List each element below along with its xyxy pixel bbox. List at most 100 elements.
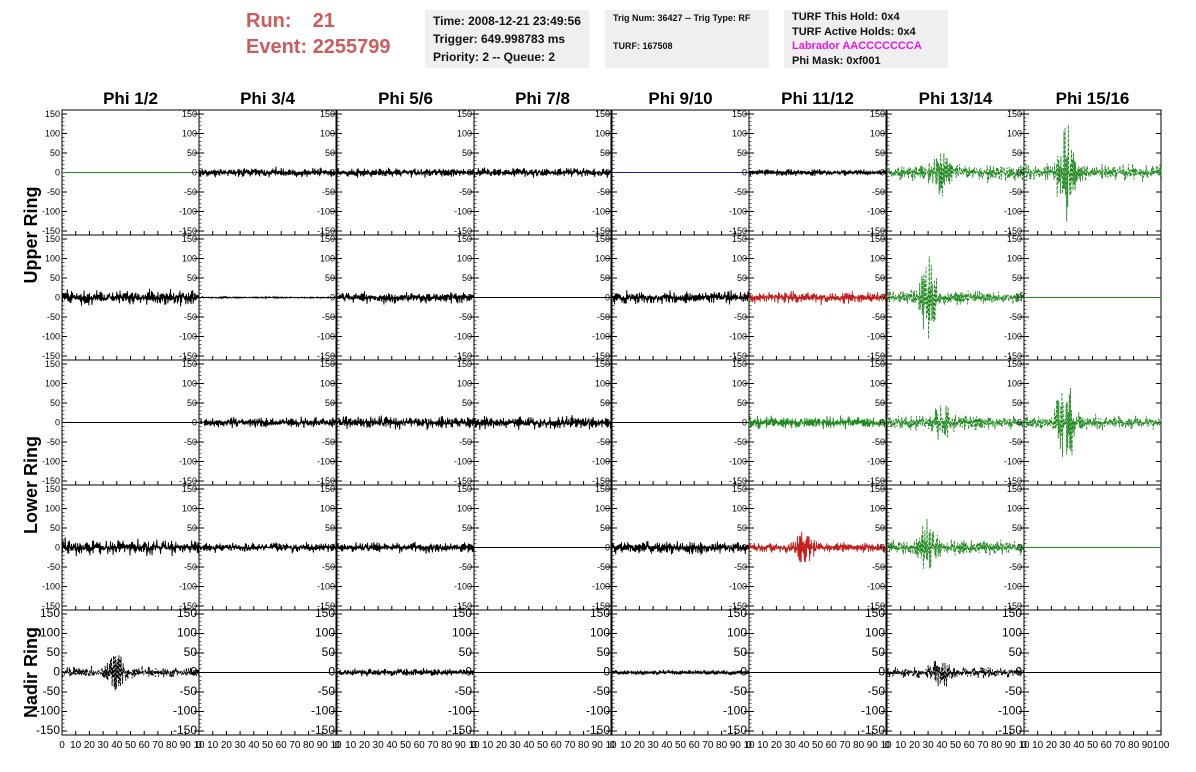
x-tick-label: 20 bbox=[496, 740, 508, 751]
y-tick-label: 0 bbox=[878, 665, 885, 679]
x-tick-label: 60 bbox=[1101, 740, 1113, 751]
y-tick-label: -100 bbox=[861, 704, 885, 718]
waveform-trace bbox=[886, 660, 1025, 687]
turf-info-panel: TURF This Hold: 0x4 TURF Active Holds: 0… bbox=[784, 10, 948, 68]
y-tick-label: -100 bbox=[179, 207, 197, 217]
y-tick-label: -50 bbox=[872, 187, 885, 197]
y-tick-label: -100 bbox=[1004, 332, 1022, 342]
y-tick-label: -50 bbox=[322, 187, 335, 197]
y-tick-label: -100 bbox=[42, 207, 60, 217]
event-row: Event: 2255799 bbox=[246, 34, 391, 60]
y-tick-label: 0 bbox=[190, 665, 197, 679]
y-tick-label: 150 bbox=[595, 234, 610, 244]
y-tick-label: 150 bbox=[452, 606, 472, 620]
x-tick-label: 80 bbox=[1128, 740, 1140, 751]
column-header: Phi 3/4 bbox=[240, 89, 295, 108]
y-tick-label: -100 bbox=[998, 704, 1022, 718]
x-tick-label: 0 bbox=[884, 740, 890, 751]
event-label: Event: bbox=[246, 36, 308, 58]
y-tick-label: 150 bbox=[182, 109, 197, 119]
y-tick-label: -150 bbox=[317, 351, 335, 361]
y-tick-label: 0 bbox=[55, 293, 60, 303]
y-tick-label: -150 bbox=[173, 723, 197, 737]
y-tick-label: 100 bbox=[732, 504, 747, 514]
y-tick-label: -100 bbox=[179, 332, 197, 342]
y-tick-label: -50 bbox=[597, 312, 610, 322]
run-label: Run: bbox=[246, 10, 292, 32]
y-tick-label: -50 bbox=[597, 437, 610, 447]
y-tick-label: -100 bbox=[42, 332, 60, 342]
y-tick-label: 150 bbox=[182, 484, 197, 494]
y-tick-label: -50 bbox=[1009, 562, 1022, 572]
y-tick-label: 50 bbox=[1009, 645, 1023, 659]
y-tick-label: 0 bbox=[605, 418, 610, 428]
y-tick-label: 100 bbox=[182, 254, 197, 264]
y-tick-label: 150 bbox=[40, 606, 60, 620]
y-tick-label: -100 bbox=[592, 582, 610, 592]
x-tick-label: 40 bbox=[523, 740, 535, 751]
x-tick-label: 70 bbox=[1114, 740, 1126, 751]
y-tick-label: 100 bbox=[1007, 504, 1022, 514]
y-tick-label: -100 bbox=[723, 704, 747, 718]
y-tick-label: 50 bbox=[47, 645, 61, 659]
y-tick-label: 50 bbox=[462, 148, 472, 158]
x-tick-label: 80 bbox=[303, 740, 315, 751]
x-tick-label: 30 bbox=[235, 740, 247, 751]
y-tick-label: -150 bbox=[867, 226, 885, 236]
x-tick-label: 60 bbox=[964, 740, 976, 751]
waveform-trace bbox=[336, 167, 475, 178]
y-tick-label: -150 bbox=[311, 723, 335, 737]
y-tick-label: 150 bbox=[595, 484, 610, 494]
x-tick-label: 30 bbox=[98, 740, 110, 751]
x-tick-label: 80 bbox=[991, 740, 1003, 751]
y-tick-label: 100 bbox=[727, 626, 747, 640]
y-tick-label: 50 bbox=[462, 523, 472, 533]
time-info-panel: Time: 2008-12-21 23:49:56 Trigger: 649.9… bbox=[425, 10, 589, 68]
y-tick-label: -50 bbox=[184, 187, 197, 197]
time-text: Time: 2008-12-21 23:49:56 bbox=[433, 14, 581, 28]
x-tick-label: 10 bbox=[620, 740, 632, 751]
column-header: Phi 9/10 bbox=[648, 89, 712, 108]
y-tick-label: -150 bbox=[42, 601, 60, 611]
y-tick-label: 100 bbox=[870, 129, 885, 139]
x-tick-label: 50 bbox=[537, 740, 549, 751]
x-tick-label: 50 bbox=[400, 740, 412, 751]
y-tick-label: -150 bbox=[586, 723, 610, 737]
y-tick-label: 50 bbox=[462, 398, 472, 408]
y-tick-label: 50 bbox=[187, 148, 197, 158]
waveform-trace bbox=[611, 669, 750, 676]
y-tick-label: 150 bbox=[870, 484, 885, 494]
y-tick-label: 0 bbox=[605, 543, 610, 553]
x-tick-label: 10 bbox=[1032, 740, 1044, 751]
y-tick-label: -150 bbox=[42, 226, 60, 236]
waveform-trace bbox=[61, 655, 200, 691]
y-tick-label: 50 bbox=[1012, 148, 1022, 158]
y-tick-label: -150 bbox=[867, 476, 885, 486]
y-tick-label: 0 bbox=[467, 168, 472, 178]
y-tick-label: -100 bbox=[454, 207, 472, 217]
y-tick-label: 100 bbox=[320, 254, 335, 264]
y-tick-label: -50 bbox=[47, 312, 60, 322]
y-tick-label: 50 bbox=[597, 645, 611, 659]
trigger-text: Trigger: 649.998783 ms bbox=[433, 32, 566, 46]
x-tick-label: 50 bbox=[675, 740, 687, 751]
y-tick-label: 50 bbox=[187, 398, 197, 408]
x-tick-label: 20 bbox=[84, 740, 96, 751]
y-tick-label: -50 bbox=[734, 187, 747, 197]
y-tick-label: 100 bbox=[1007, 254, 1022, 264]
waveform-trace bbox=[1023, 387, 1162, 457]
y-tick-label: 150 bbox=[315, 606, 335, 620]
y-tick-label: 0 bbox=[605, 168, 610, 178]
y-tick-label: -150 bbox=[317, 601, 335, 611]
x-tick-label: 70 bbox=[564, 740, 576, 751]
y-tick-label: 50 bbox=[50, 523, 60, 533]
y-tick-label: -150 bbox=[179, 226, 197, 236]
y-tick-label: 0 bbox=[740, 665, 747, 679]
x-tick-label: 50 bbox=[125, 740, 137, 751]
y-tick-label: 0 bbox=[742, 168, 747, 178]
y-tick-label: -100 bbox=[867, 332, 885, 342]
x-tick-label: 70 bbox=[977, 740, 989, 751]
y-tick-label: 150 bbox=[590, 606, 610, 620]
y-tick-label: -50 bbox=[47, 437, 60, 447]
y-tick-label: -50 bbox=[455, 684, 473, 698]
